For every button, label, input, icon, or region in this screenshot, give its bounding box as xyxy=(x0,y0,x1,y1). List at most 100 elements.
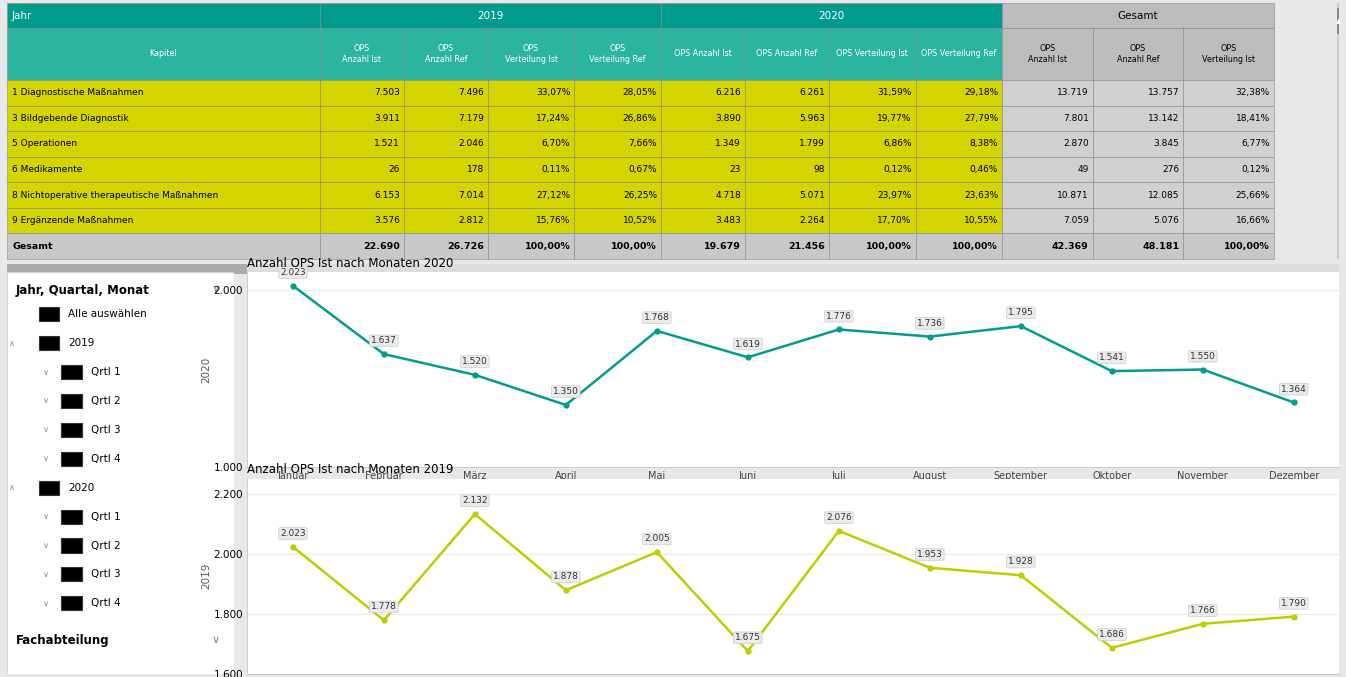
Bar xyxy=(915,156,1003,182)
Text: 6,77%: 6,77% xyxy=(1241,139,1271,148)
Bar xyxy=(320,156,404,182)
Bar xyxy=(62,452,82,466)
Text: 2019: 2019 xyxy=(69,338,94,348)
Text: 4.718: 4.718 xyxy=(715,190,740,200)
Bar xyxy=(404,156,487,182)
Text: Qrtl 2: Qrtl 2 xyxy=(92,396,121,406)
Bar xyxy=(1003,208,1093,234)
Bar xyxy=(1183,234,1273,259)
Bar xyxy=(1183,131,1273,156)
Text: 2020: 2020 xyxy=(818,11,845,20)
Bar xyxy=(1183,28,1273,80)
Text: 32,38%: 32,38% xyxy=(1236,88,1271,97)
Text: 100,00%: 100,00% xyxy=(525,242,571,250)
Bar xyxy=(1093,234,1183,259)
Bar xyxy=(7,156,320,182)
Text: Gesamt: Gesamt xyxy=(1117,11,1159,20)
Text: 3.845: 3.845 xyxy=(1154,139,1179,148)
Text: 26,25%: 26,25% xyxy=(623,190,657,200)
Bar xyxy=(915,182,1003,208)
Text: 0,11%: 0,11% xyxy=(542,165,571,174)
Text: OPS
Anzahl Ref: OPS Anzahl Ref xyxy=(1117,44,1159,64)
Text: Anzahl OPS Ist nach Monaten 2020: Anzahl OPS Ist nach Monaten 2020 xyxy=(248,257,454,269)
Text: ∨: ∨ xyxy=(43,454,50,463)
Text: OPS
Anzahl Ist: OPS Anzahl Ist xyxy=(1028,44,1067,64)
Bar xyxy=(487,208,575,234)
Bar xyxy=(1003,3,1273,28)
Bar xyxy=(487,28,575,80)
Text: 8,38%: 8,38% xyxy=(969,139,999,148)
Text: 2.132: 2.132 xyxy=(462,496,487,505)
Bar xyxy=(320,80,404,106)
Bar xyxy=(1337,9,1339,34)
Bar xyxy=(575,28,661,80)
Text: Fachabteilung: Fachabteilung xyxy=(16,634,109,647)
Bar xyxy=(404,131,487,156)
Bar xyxy=(915,28,1003,80)
Text: Alle auswählen: Alle auswählen xyxy=(69,309,147,320)
Text: 2.046: 2.046 xyxy=(458,139,483,148)
Bar xyxy=(7,131,320,156)
Bar xyxy=(62,365,82,379)
Text: Qrtl 4: Qrtl 4 xyxy=(92,454,121,464)
Text: 13.757: 13.757 xyxy=(1148,88,1179,97)
Bar xyxy=(62,538,82,552)
Text: 23,97%: 23,97% xyxy=(878,190,911,200)
Text: ∨: ∨ xyxy=(211,635,219,645)
Text: OPS Verteilung Ref: OPS Verteilung Ref xyxy=(921,49,996,58)
Text: 23: 23 xyxy=(730,165,740,174)
Bar xyxy=(62,596,82,611)
Bar xyxy=(575,156,661,182)
Text: 28,05%: 28,05% xyxy=(623,88,657,97)
Text: 6.153: 6.153 xyxy=(374,190,400,200)
Text: 17,24%: 17,24% xyxy=(536,114,571,123)
Text: ∨: ∨ xyxy=(43,599,50,608)
Text: 1.675: 1.675 xyxy=(735,634,760,642)
Text: Qrtl 3: Qrtl 3 xyxy=(92,425,121,435)
Bar xyxy=(829,156,915,182)
Bar xyxy=(1183,80,1273,106)
Bar xyxy=(1183,106,1273,131)
Bar xyxy=(915,80,1003,106)
Text: 8 Nichtoperative therapeutische Maßnahmen: 8 Nichtoperative therapeutische Maßnahme… xyxy=(12,190,218,200)
Text: 25,66%: 25,66% xyxy=(1236,190,1271,200)
Bar xyxy=(1003,156,1093,182)
Bar xyxy=(1003,234,1093,259)
Text: 98: 98 xyxy=(813,165,825,174)
Bar xyxy=(575,80,661,106)
Text: 5.963: 5.963 xyxy=(800,114,825,123)
Text: 6,86%: 6,86% xyxy=(883,139,911,148)
Text: 2019: 2019 xyxy=(478,11,503,20)
Text: 5 Operationen: 5 Operationen xyxy=(12,139,77,148)
Bar xyxy=(829,208,915,234)
Text: Qrtl 1: Qrtl 1 xyxy=(92,367,121,377)
Text: 3 Bildgebende Diagnostik: 3 Bildgebende Diagnostik xyxy=(12,114,129,123)
Text: 5.076: 5.076 xyxy=(1154,216,1179,225)
Bar xyxy=(744,131,829,156)
Text: 1.521: 1.521 xyxy=(374,139,400,148)
Bar xyxy=(487,80,575,106)
Text: 7.496: 7.496 xyxy=(458,88,483,97)
Bar xyxy=(661,156,744,182)
Bar xyxy=(7,264,1339,274)
Text: 1.768: 1.768 xyxy=(643,313,670,322)
Bar xyxy=(404,28,487,80)
Bar xyxy=(1093,106,1183,131)
Bar xyxy=(661,131,744,156)
Bar xyxy=(575,182,661,208)
Text: 13.142: 13.142 xyxy=(1148,114,1179,123)
Text: 1.799: 1.799 xyxy=(800,139,825,148)
Bar xyxy=(1093,156,1183,182)
Bar xyxy=(1003,80,1093,106)
Y-axis label: 2020: 2020 xyxy=(201,356,211,383)
Text: 1.686: 1.686 xyxy=(1098,630,1125,639)
Text: ∨: ∨ xyxy=(43,425,50,435)
Bar xyxy=(404,208,487,234)
Bar xyxy=(7,182,320,208)
Bar xyxy=(1183,156,1273,182)
Bar xyxy=(1093,182,1183,208)
Text: Kapitel: Kapitel xyxy=(149,49,178,58)
Bar xyxy=(487,131,575,156)
Bar xyxy=(404,80,487,106)
Text: 1.550: 1.550 xyxy=(1190,352,1215,361)
